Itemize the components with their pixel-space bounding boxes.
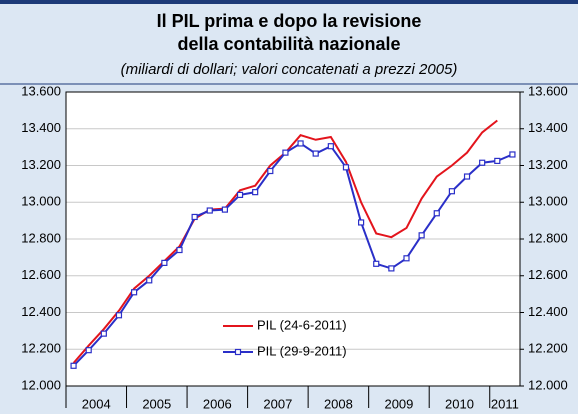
marker	[146, 277, 153, 284]
marker	[297, 140, 304, 147]
chart-title: della contabilità nazionale	[177, 34, 400, 54]
y2-tick-label: 13.600	[528, 83, 568, 98]
y-tick-label: 12.400	[21, 304, 61, 319]
chart-title: Il PIL prima e dopo la revisione	[157, 11, 422, 31]
x-tick-label: 2009	[384, 396, 413, 411]
marker	[327, 143, 334, 150]
marker	[312, 150, 319, 157]
marker	[494, 157, 501, 165]
marker	[176, 246, 183, 254]
top-bar	[0, 0, 578, 4]
marker	[70, 362, 77, 369]
y-tick-label: 13.600	[21, 83, 61, 98]
y2-tick-label: 12.000	[528, 377, 568, 392]
x-tick-label: 2005	[142, 396, 171, 411]
y-tick-label: 12.000	[21, 377, 61, 392]
y-tick-label: 13.400	[21, 120, 61, 135]
marker	[358, 219, 365, 226]
y2-tick-label: 12.200	[528, 341, 568, 356]
marker	[448, 188, 455, 195]
marker	[282, 149, 289, 156]
marker	[342, 164, 350, 171]
marker	[267, 167, 274, 175]
marker	[479, 159, 486, 166]
marker	[236, 191, 244, 198]
y2-tick-label: 13.200	[528, 157, 568, 172]
marker	[373, 260, 380, 267]
marker	[191, 213, 198, 221]
marker	[509, 151, 516, 158]
marker	[161, 259, 168, 266]
y-tick-label: 12.800	[21, 230, 61, 245]
y-tick-label: 12.600	[21, 267, 61, 282]
marker	[100, 330, 107, 337]
y2-tick-label: 13.000	[528, 194, 568, 209]
y2-tick-label: 12.600	[528, 267, 568, 282]
x-tick-label: 2006	[203, 396, 232, 411]
marker	[206, 207, 213, 214]
marker	[388, 265, 395, 272]
marker	[433, 210, 440, 217]
marker	[252, 189, 259, 196]
y2-tick-label: 13.400	[528, 120, 568, 135]
chart-subtitle: (miliardi di dollari; valori concatenati…	[121, 61, 458, 78]
y-tick-label: 12.200	[21, 341, 61, 356]
y-tick-label: 13.000	[21, 194, 61, 209]
x-tick-label: 2008	[324, 396, 353, 411]
marker	[463, 173, 471, 180]
x-tick-label: 2011	[491, 396, 519, 411]
x-tick-label: 2004	[82, 396, 111, 411]
legend-marker	[234, 348, 242, 356]
marker	[115, 312, 123, 319]
marker	[85, 347, 92, 354]
marker	[403, 255, 410, 262]
y2-tick-label: 12.800	[528, 230, 568, 245]
y2-tick-label: 12.400	[528, 304, 568, 319]
y-tick-label: 13.200	[21, 157, 61, 172]
x-tick-label: 2007	[263, 396, 292, 411]
legend-label: PIL (24-6-2011)	[257, 317, 347, 332]
marker	[418, 232, 425, 239]
x-tick-label: 2010	[445, 396, 474, 411]
marker	[131, 289, 138, 296]
legend-label: PIL (29-9-2011)	[257, 343, 347, 358]
plot-border	[65, 91, 521, 387]
marker	[221, 206, 228, 213]
